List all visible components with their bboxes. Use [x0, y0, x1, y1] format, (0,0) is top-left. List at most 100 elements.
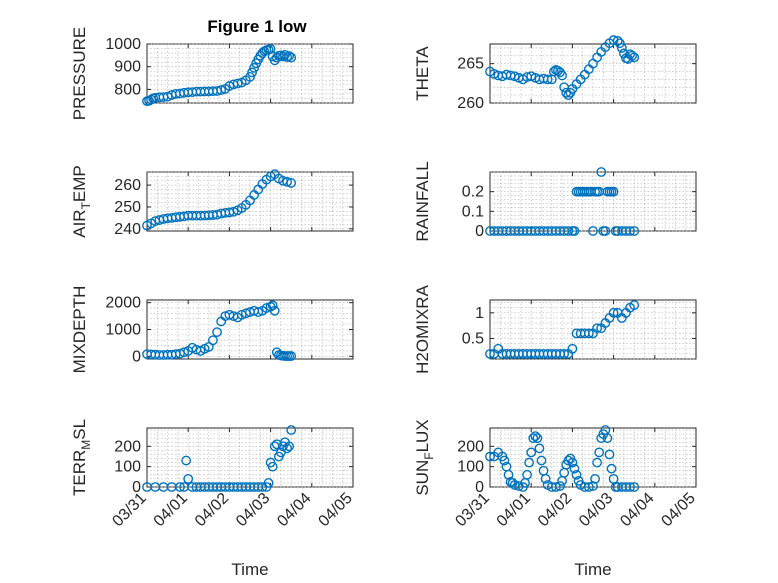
data-point [507, 478, 518, 488]
subplot-pressure: 800 900 1000 PRESSURE [70, 27, 354, 121]
data-point [612, 35, 623, 46]
data-point [216, 85, 227, 95]
data-point [253, 307, 264, 317]
y-tick-label: 900 [114, 59, 141, 76]
subplot-theta: 260 265 THETA [413, 35, 697, 112]
data-point [536, 455, 547, 466]
data-point [548, 66, 559, 77]
data-point [542, 74, 553, 85]
data-point [540, 473, 551, 484]
y-axis-label: TERRMSL [70, 419, 93, 496]
data-point [588, 226, 598, 236]
data-point [499, 455, 510, 466]
data-point [249, 62, 260, 73]
data-point [592, 457, 603, 468]
data-point [629, 300, 640, 311]
data-point [212, 327, 222, 338]
data-point [559, 348, 570, 359]
data-point [583, 328, 594, 339]
y-tick-label: 0.2 [462, 184, 484, 201]
data-point [269, 305, 280, 316]
figure-title: Figure 1 low [207, 17, 307, 36]
data-point [284, 441, 295, 452]
subplot-terr-msl: 0 100 200 03/31 04/01 04/02 04/03 04/04 04/05 TER… [70, 419, 356, 579]
y-tick-label: 0 [132, 348, 141, 365]
data-point [286, 425, 297, 435]
y-axis-label: THETA [413, 46, 432, 101]
data-point [524, 457, 535, 468]
data-point [267, 461, 278, 472]
y-tick-label: 265 [457, 56, 484, 73]
data-point [267, 300, 278, 311]
y-tick-label: 0.1 [462, 203, 484, 220]
data-point [571, 469, 582, 480]
x-tick-label: 04/02 [535, 490, 575, 530]
x-tick-label: 04/05 [315, 490, 355, 530]
y-tick-label: 260 [457, 95, 484, 112]
data-point [280, 49, 290, 60]
data-point [592, 323, 603, 334]
subplot-sun-flux: 0 100 200 03/31 04/01 04/02 04/03 04/04 04/05 SUN… [413, 419, 699, 579]
data-point [614, 38, 625, 49]
x-tick-label: 03/31 [109, 490, 149, 530]
data-point [522, 469, 532, 480]
x-axis-label: Time [574, 560, 611, 579]
data-point [286, 178, 297, 188]
y-tick-label: 2000 [105, 295, 141, 312]
data-point [569, 226, 580, 236]
data-point [563, 226, 574, 236]
x-tick-label: 04/03 [233, 490, 273, 530]
data-point [625, 482, 635, 492]
y-tick-label: 0 [475, 223, 484, 240]
y-tick-label: 200 [457, 438, 484, 455]
y-tick-label: 260 [114, 177, 141, 194]
data-point [629, 482, 640, 492]
data-point [247, 67, 257, 78]
data-point [485, 348, 495, 359]
data-point [555, 481, 565, 491]
data-point [551, 482, 561, 492]
data-point [569, 463, 580, 474]
y-tick-label: 0 [475, 479, 484, 496]
data-point [608, 307, 619, 318]
x-tick-label: 04/01 [151, 490, 191, 530]
x-tick-label: 04/05 [658, 490, 698, 530]
y-tick-label: 1000 [105, 36, 141, 53]
data-point [282, 443, 292, 454]
y-tick-label: 1000 [105, 322, 141, 339]
data-point [596, 167, 607, 177]
data-point [181, 455, 192, 466]
data-point [557, 70, 567, 81]
data-point [534, 443, 545, 454]
data-point [284, 51, 295, 61]
y-axis-label: PRESSURE [70, 27, 89, 121]
x-tick-label: 04/04 [274, 490, 314, 530]
data-point [528, 433, 539, 444]
x-tick-label: 04/03 [576, 490, 616, 530]
data-point [616, 43, 627, 53]
data-point [567, 343, 578, 354]
data-point [286, 52, 297, 63]
y-tick-label: 200 [114, 438, 141, 455]
subplot-mixdepth: 0 1000 2000 MIXDEPTH [70, 286, 354, 373]
data-point [567, 457, 578, 468]
data-point [604, 449, 615, 460]
y-axis-label: H2OMIXRA [413, 284, 432, 373]
y-tick-label: 250 [114, 199, 141, 216]
y-tick-label: 100 [114, 459, 141, 476]
data-point [590, 473, 600, 484]
data-point [526, 447, 537, 458]
y-axis-label: RAINFALL [413, 161, 432, 241]
subplot-h2omixra: 0.5 1 H2OMIXRA [413, 284, 697, 374]
data-point [594, 447, 605, 458]
data-point [530, 431, 541, 442]
data-point [282, 176, 292, 187]
x-axis-label: Time [231, 560, 268, 579]
data-point [627, 50, 638, 61]
y-tick-label: 1 [475, 305, 484, 322]
subplot-air-temp: 240 250 260 AIRTEMP [70, 165, 354, 238]
x-tick-label: 04/02 [192, 490, 232, 530]
data-point [588, 481, 598, 491]
data-point [606, 463, 617, 474]
